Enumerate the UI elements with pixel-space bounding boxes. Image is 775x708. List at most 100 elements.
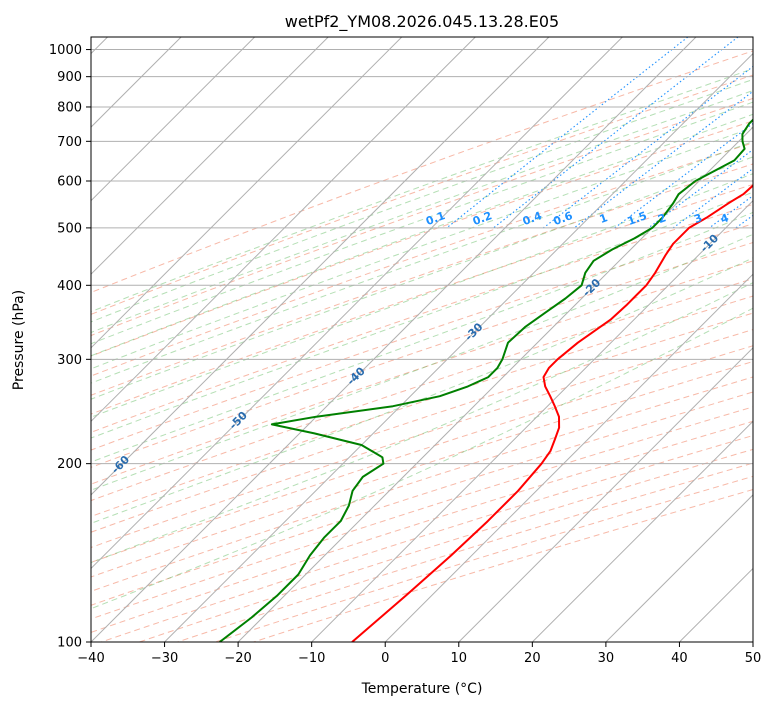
- moist-adiabat-line: [91, 233, 753, 491]
- dry-adiabat-line: [215, 475, 753, 642]
- x-tick-label: 10: [451, 651, 468, 666]
- dry-adiabat-line: [139, 448, 753, 642]
- dry-adiabat-line: [91, 391, 753, 606]
- dry-adiabat-line: [101, 434, 753, 642]
- mixing-ratio-label: 6: [758, 211, 770, 226]
- x-tick-label: 30: [598, 651, 615, 666]
- y-tick-label: 300: [57, 353, 82, 368]
- dry-adiabat-line: [91, 242, 753, 468]
- dry-adiabat-line: [177, 462, 753, 642]
- y-tick-label: 700: [57, 135, 82, 150]
- x-tick-label: −10: [298, 651, 325, 666]
- y-tick-label: 200: [57, 457, 82, 472]
- dry-adiabat-line: [91, 120, 753, 357]
- dewpoint-profile-line: [219, 118, 753, 642]
- dry-adiabat-line: [91, 420, 753, 633]
- dry-adiabat-line: [91, 223, 753, 451]
- x-tick-label: 0: [381, 651, 389, 666]
- dry-adiabat-line: [91, 183, 753, 415]
- y-tick-label: 100: [57, 636, 82, 651]
- mixing-ratio-label: 0.4: [521, 209, 544, 228]
- dry-adiabat-line: [91, 260, 753, 485]
- mixing-ratio-line: [543, 65, 753, 229]
- y-tick-label: 600: [57, 174, 82, 189]
- dry-adiabat-line: [91, 50, 753, 293]
- isotherm-line: [91, 37, 550, 496]
- moist-adiabat-line: [91, 211, 753, 463]
- isotherm-line: [91, 37, 623, 570]
- x-axis-label: Temperature (°C): [361, 681, 483, 697]
- isotherm-line: [679, 567, 753, 642]
- x-tick-label: 40: [671, 651, 688, 666]
- axes: −40 −30 −20 −10 0 10 20 30 40 50 100 200 300 400 500 60…: [49, 36, 762, 666]
- mixing-ratio-label: 1: [598, 211, 610, 226]
- x-tick-label: 50: [745, 651, 762, 666]
- mixing-ratio-label: 0.6: [552, 209, 575, 228]
- moist-adiabat-line: [91, 156, 753, 400]
- x-tick-label: −20: [224, 651, 251, 666]
- moist-adiabat-line: [91, 126, 753, 370]
- plot-clip-group: -100-90-80-70-60-50-40-30-20-10010203040…: [0, 37, 770, 642]
- dry-adiabat-line: [253, 489, 753, 642]
- mixing-ratio-line: [446, 37, 689, 229]
- mixing-ratio-label: 3: [692, 211, 704, 226]
- isotherm-line: [237, 126, 753, 642]
- mixing-ratio-line: [573, 90, 753, 229]
- plot-area: -100-90-80-70-60-50-40-30-20-10010203040…: [0, 37, 770, 642]
- isotherm-line: [605, 494, 753, 642]
- dry-adiabat-line: [91, 329, 753, 549]
- mixing-ratio-label: 1.5: [626, 209, 649, 228]
- dry-adiabat-line: [91, 142, 753, 377]
- mixing-ratio-label: 0.2: [471, 209, 494, 228]
- temperature-profile-line: [351, 184, 753, 642]
- dry-adiabat-line: [91, 278, 753, 502]
- moist-adiabat-line: [91, 173, 753, 418]
- mixing-ratio-line: [735, 214, 753, 229]
- mixing-ratio-label: 4: [719, 211, 731, 226]
- isotherm-line: [91, 37, 256, 202]
- y-tick-label: 400: [57, 279, 82, 294]
- moist-adiabat-line: [91, 90, 753, 334]
- dry-adiabat-line: [91, 97, 753, 337]
- x-tick-label: 20: [524, 651, 541, 666]
- moist-adiabat-line: [91, 78, 753, 323]
- mixing-ratio-label: 2: [656, 211, 668, 226]
- dry-adiabat-line: [91, 406, 753, 620]
- moist-adiabat-line: [91, 68, 753, 313]
- y-tick-label: 1000: [49, 43, 82, 58]
- x-tick-label: −40: [77, 651, 104, 666]
- y-axis-label: Pressure (hPa): [11, 290, 27, 390]
- x-tick-label: −30: [151, 651, 178, 666]
- mixing-ratio-line: [493, 37, 739, 229]
- moist-adiabat-line: [91, 257, 753, 524]
- moist-adiabat-line: [91, 113, 753, 357]
- dry-adiabat-line: [91, 312, 753, 533]
- isotherm-line: [384, 273, 753, 642]
- isotherm-label: -70: [0, 497, 15, 520]
- isotherm-line: [311, 199, 753, 642]
- plot-frame: [90, 36, 754, 643]
- moist-adiabat-line: [91, 282, 753, 564]
- dry-adiabat-line: [91, 345, 753, 563]
- isotherm-line: [752, 641, 753, 642]
- dry-adiabat-line: [91, 203, 753, 433]
- mixing-ratio-line: [672, 167, 753, 229]
- dry-adiabat-line: [91, 376, 753, 592]
- isotherm-line: [91, 37, 403, 349]
- mixing-ratio-label: 0.1: [424, 209, 447, 228]
- dry-adiabat-line: [91, 295, 753, 518]
- moist-adiabat-line: [91, 307, 753, 610]
- isotherm-line: [91, 37, 697, 642]
- dry-adiabat-line: [91, 360, 753, 578]
- isotherm-line: [531, 420, 753, 642]
- isotherm-line: [91, 37, 476, 423]
- moist-adiabat-line: [91, 191, 753, 439]
- isotherm-line: [458, 347, 753, 642]
- chart-title: wetPf2_YM08.2026.045.13.28.E05: [285, 12, 559, 32]
- isotherm-line: [164, 52, 753, 642]
- y-tick-label: 500: [57, 221, 82, 236]
- dry-adiabat-line: [91, 163, 753, 396]
- moist-adiabat-line: [91, 140, 753, 384]
- isotherm-line: [91, 37, 329, 275]
